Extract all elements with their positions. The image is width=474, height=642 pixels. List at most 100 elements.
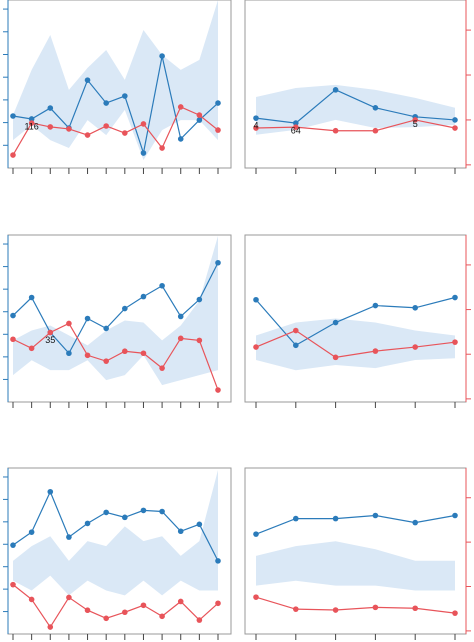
point: [372, 127, 379, 134]
series-line: [255, 119, 456, 132]
point: [332, 319, 339, 326]
point: [159, 365, 165, 371]
series-line: [12, 490, 219, 562]
point: [159, 282, 165, 289]
band: [256, 318, 455, 371]
point: [10, 542, 16, 548]
point: [332, 354, 339, 361]
annotation: 35: [45, 335, 55, 345]
point: [84, 520, 91, 527]
point: [372, 512, 379, 519]
point: [412, 344, 419, 350]
point: [103, 615, 109, 622]
point: [84, 352, 91, 359]
point: [159, 145, 165, 151]
series-line: [255, 596, 456, 614]
point: [84, 315, 91, 322]
point: [372, 105, 379, 111]
point: [47, 488, 54, 495]
annotation: 116: [24, 121, 38, 131]
point: [293, 327, 299, 334]
annotation: 4: [253, 121, 258, 131]
point: [215, 100, 221, 106]
point: [140, 293, 147, 300]
point: [196, 112, 203, 118]
point: [122, 93, 128, 99]
series-line: [255, 296, 456, 347]
point: [253, 115, 259, 121]
point: [196, 117, 203, 123]
point: [66, 350, 72, 357]
point: [10, 336, 16, 343]
point: [196, 521, 203, 528]
series-line: [255, 514, 456, 535]
point: [332, 607, 339, 613]
point: [47, 329, 54, 336]
point: [47, 624, 54, 630]
point: [412, 519, 419, 526]
band: [13, 0, 218, 161]
point: [372, 348, 379, 354]
point: [103, 509, 109, 516]
point: [177, 136, 184, 142]
point: [66, 534, 72, 540]
point: [28, 345, 35, 352]
point: [177, 335, 184, 342]
point: [84, 132, 91, 138]
point: [140, 350, 147, 357]
point: [332, 127, 339, 134]
series-line: [12, 322, 219, 391]
annotation: 64: [291, 125, 301, 135]
point: [10, 312, 16, 319]
point: [452, 294, 458, 301]
point: [293, 515, 299, 522]
point: [452, 339, 458, 345]
band: [13, 470, 218, 596]
point: [196, 337, 203, 344]
point: [332, 87, 339, 93]
point: [372, 302, 379, 309]
point: [140, 121, 147, 127]
point: [103, 358, 109, 364]
point: [293, 342, 299, 349]
point: [215, 127, 221, 133]
point: [293, 124, 299, 130]
point: [103, 100, 109, 106]
point: [28, 116, 35, 122]
point: [122, 348, 128, 355]
series-line: [255, 329, 456, 358]
point: [215, 387, 221, 393]
point: [253, 296, 259, 303]
point: [159, 53, 165, 59]
point: [140, 602, 147, 609]
point: [66, 594, 72, 601]
point: [122, 305, 128, 312]
point: [103, 325, 109, 332]
point: [28, 294, 35, 301]
point: [28, 596, 35, 603]
point: [253, 125, 259, 131]
series-line: [255, 89, 456, 124]
annotation: 5: [413, 119, 418, 129]
point: [10, 152, 16, 158]
point: [177, 104, 184, 110]
point: [177, 598, 184, 605]
point: [196, 617, 203, 623]
point: [253, 531, 259, 537]
point: [452, 125, 458, 131]
point: [253, 344, 259, 350]
point: [66, 320, 72, 327]
point: [412, 605, 419, 612]
series-line: [12, 55, 219, 156]
point: [177, 528, 184, 535]
point: [84, 607, 91, 614]
point: [140, 507, 147, 514]
point: [47, 105, 54, 111]
point: [122, 609, 128, 616]
point: [452, 610, 458, 616]
series-line: [12, 262, 219, 355]
point: [84, 77, 91, 83]
point: [215, 600, 221, 607]
point: [372, 604, 379, 611]
